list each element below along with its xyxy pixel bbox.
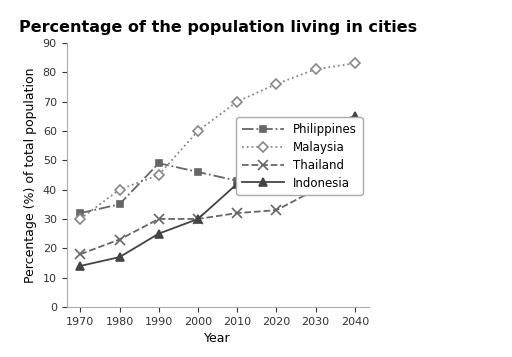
Line: Malaysia: Malaysia: [77, 60, 358, 222]
Malaysia: [116, 187, 122, 192]
Malaysia: [195, 129, 201, 133]
Philippines: [116, 202, 122, 206]
Philippines: [352, 137, 358, 142]
Line: Thailand: Thailand: [75, 155, 360, 259]
Malaysia: [352, 61, 358, 66]
Indonesia: [313, 126, 319, 130]
Thailand: [234, 211, 240, 215]
Title: Percentage of the population living in cities: Percentage of the population living in c…: [18, 20, 417, 35]
Philippines: [156, 161, 162, 165]
Malaysia: [77, 217, 83, 221]
Line: Philippines: Philippines: [77, 136, 358, 217]
Legend: Philippines, Malaysia, Thailand, Indonesia: Philippines, Malaysia, Thailand, Indones…: [237, 117, 362, 195]
Malaysia: [313, 67, 319, 71]
Thailand: [116, 237, 122, 242]
Philippines: [195, 170, 201, 174]
Philippines: [234, 178, 240, 183]
Malaysia: [273, 82, 280, 86]
Thailand: [156, 217, 162, 221]
Thailand: [352, 158, 358, 162]
Thailand: [273, 208, 280, 212]
Line: Indonesia: Indonesia: [76, 112, 359, 270]
Thailand: [195, 217, 201, 221]
Indonesia: [273, 152, 280, 156]
Indonesia: [156, 231, 162, 236]
Philippines: [313, 155, 319, 160]
Thailand: [313, 187, 319, 192]
Malaysia: [234, 99, 240, 104]
Indonesia: [234, 182, 240, 186]
Philippines: [273, 173, 280, 177]
Indonesia: [352, 114, 358, 119]
Indonesia: [116, 255, 122, 259]
Indonesia: [77, 264, 83, 268]
Y-axis label: Percentage (%) of total population: Percentage (%) of total population: [24, 67, 37, 283]
Thailand: [77, 252, 83, 256]
Malaysia: [156, 173, 162, 177]
Indonesia: [195, 217, 201, 221]
X-axis label: Year: Year: [204, 332, 231, 345]
Philippines: [77, 211, 83, 215]
